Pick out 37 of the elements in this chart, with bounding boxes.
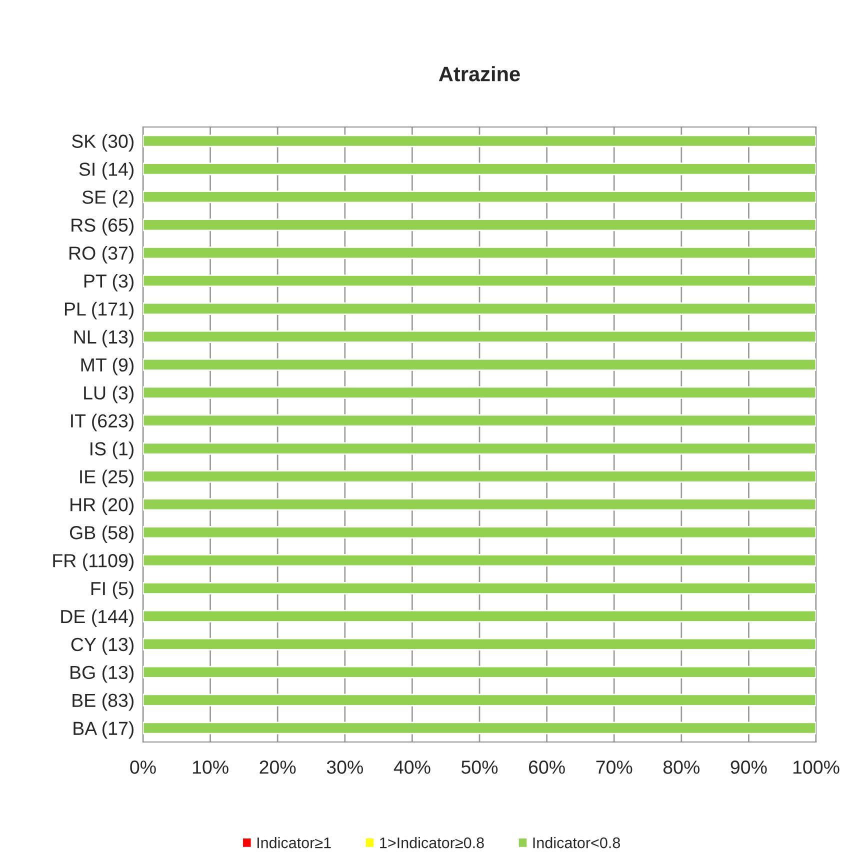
y-tick-label: SE (2) xyxy=(82,190,134,208)
y-tick-label: BG (13) xyxy=(70,665,134,683)
y-tick-label: IE (25) xyxy=(80,470,134,488)
x-tick-label: 60% xyxy=(528,760,565,774)
y-tick-label: SI (14) xyxy=(79,162,134,180)
y-tick-label: DE (144) xyxy=(61,609,134,627)
y-tick-label: CY (13) xyxy=(71,637,134,655)
x-tick-label: 100% xyxy=(793,760,840,774)
y-tick-label: PT (3) xyxy=(84,274,134,292)
x-tick-label: 10% xyxy=(192,760,228,774)
y-tick-label: NL (13) xyxy=(74,330,134,348)
x-tick-label: 70% xyxy=(596,760,632,774)
legend-label: Indicator≥1 xyxy=(257,837,331,848)
y-tick-label: IT (623) xyxy=(71,414,134,432)
y-tick-label: RO (37) xyxy=(70,246,134,264)
x-tick-label: 90% xyxy=(730,760,767,774)
x-tick-label: 30% xyxy=(326,760,363,774)
x-tick-label: 40% xyxy=(394,760,430,774)
y-tick-label: GB (58) xyxy=(70,526,134,544)
y-tick-label: PL (171) xyxy=(65,302,134,320)
y-tick-label: IS (1) xyxy=(90,442,134,460)
chart-title: Atrazine xyxy=(438,66,520,82)
y-tick-label: HR (20) xyxy=(70,498,134,516)
y-tick-label: BE (83) xyxy=(72,693,134,711)
x-tick-label: 0% xyxy=(130,760,156,774)
y-tick-label: SK (30) xyxy=(72,134,134,152)
y-tick-label: FR (1109) xyxy=(53,554,134,571)
y-tick-label: FI (5) xyxy=(91,581,134,599)
x-tick-label: 80% xyxy=(663,760,700,774)
y-tick-label: LU (3) xyxy=(84,386,134,404)
legend-label: Indicator<0.8 xyxy=(533,837,620,848)
x-tick-label: 50% xyxy=(461,760,498,774)
x-tick-label: 20% xyxy=(260,760,296,774)
y-tick-label: MT (9) xyxy=(81,358,134,376)
y-tick-label: RS (65) xyxy=(72,218,134,236)
legend-label: 1>Indicator≥0.8 xyxy=(380,837,484,848)
y-tick-label: BA (17) xyxy=(74,721,134,739)
